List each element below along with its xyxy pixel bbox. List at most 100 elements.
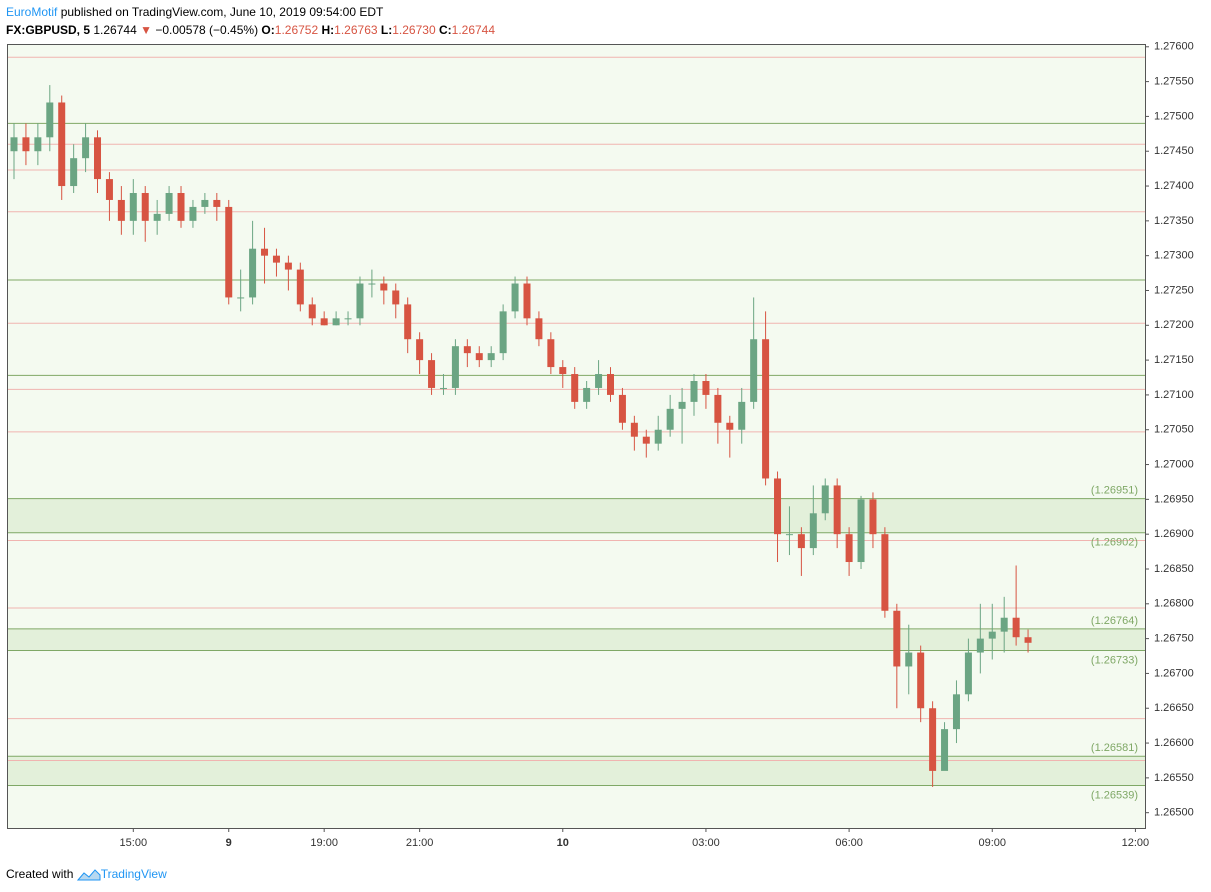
value: 1.26763	[334, 23, 378, 37]
label: C:	[438, 23, 452, 37]
candle-body	[857, 499, 865, 563]
y-tick-label: 1.26600	[1154, 737, 1194, 749]
candle-body	[463, 346, 471, 354]
candle-body	[905, 652, 913, 667]
candle-body	[320, 318, 328, 326]
candle-body	[153, 213, 161, 221]
logo	[76, 869, 101, 881]
candle-body	[642, 436, 650, 444]
level-label: (1.26902)	[1091, 537, 1138, 549]
brand[interactable]: TradingView	[100, 867, 167, 881]
candle-body	[225, 206, 233, 298]
candle-body	[511, 283, 519, 312]
header-line: EuroMotif published on TradingView.com, …	[6, 5, 383, 19]
candle-body	[332, 318, 340, 326]
candle-body	[917, 652, 925, 709]
value: 1.26752	[274, 23, 319, 37]
x-tick-label: 10	[557, 837, 569, 849]
candle-body	[654, 429, 662, 444]
y-tick-label: 1.27350	[1154, 215, 1194, 227]
candle-body	[22, 137, 30, 152]
y-tick-label: 1.26500	[1154, 807, 1194, 819]
arrow: ▼	[140, 23, 152, 37]
candle-body	[869, 499, 877, 535]
candle-body	[571, 374, 579, 402]
candle-body	[535, 318, 543, 340]
candle-body	[893, 610, 901, 667]
candle-body	[416, 339, 424, 361]
y-tick-label: 1.27250	[1154, 284, 1194, 296]
candle-body	[678, 401, 686, 409]
candle-body	[380, 283, 388, 291]
candle-body	[845, 534, 853, 563]
candle-body	[821, 485, 829, 514]
value: 1.26730	[392, 23, 436, 37]
label: L:	[380, 23, 393, 37]
candle-body	[165, 193, 173, 214]
candle-body	[809, 513, 817, 549]
y-tick-label: 1.26850	[1154, 563, 1194, 575]
y-tick-label: 1.27200	[1154, 319, 1194, 331]
candle-body	[261, 248, 269, 256]
x-tick-label: 15:00	[120, 837, 148, 849]
x-tick-label: 03:00	[692, 837, 720, 849]
y-tick-label: 1.27150	[1154, 354, 1194, 366]
candle-body	[1000, 617, 1008, 632]
candle-body	[117, 199, 125, 221]
candle-body	[583, 387, 591, 402]
symbol: FX:GBPUSD, 5	[6, 23, 91, 37]
chart: (1.26951) (1.26902) (1.26764) (1.26733) (1.2…	[7, 41, 1194, 849]
candle-body	[523, 283, 531, 319]
candle-body	[296, 269, 304, 305]
candle-body	[1024, 637, 1032, 643]
created: Created with	[6, 867, 74, 881]
candle-body	[833, 485, 841, 535]
last: 1.26744	[93, 23, 137, 37]
candle-body	[308, 304, 316, 319]
level-label: (1.26581)	[1091, 742, 1138, 754]
value: 1.26744	[451, 23, 496, 37]
candle-body	[368, 283, 376, 285]
plot-area	[7, 44, 1146, 829]
candle-body	[774, 478, 782, 535]
candle-body	[249, 248, 257, 298]
candle-body	[428, 360, 436, 388]
author[interactable]: EuroMotif	[6, 5, 58, 19]
candle-body	[201, 199, 209, 207]
candle-body	[105, 179, 113, 200]
candle-body	[10, 137, 18, 152]
candle-body	[189, 206, 197, 221]
candle-body	[690, 380, 698, 402]
candle-body	[952, 694, 960, 730]
y-tick-label: 1.27300	[1154, 250, 1194, 262]
x-tick-label: 9	[226, 837, 232, 849]
candle-body	[70, 158, 78, 187]
candle-body	[141, 193, 149, 221]
candle-body	[284, 262, 292, 270]
y-tick-label: 1.27400	[1154, 180, 1194, 192]
candle-body	[213, 199, 221, 207]
candle-body	[34, 137, 42, 152]
candle-body	[559, 367, 567, 375]
candle-body	[750, 339, 758, 402]
published: published on TradingView.com, June 10, 2…	[60, 5, 384, 19]
zone	[8, 756, 1145, 786]
y-tick-label: 1.27050	[1154, 424, 1194, 436]
footer: Created with TradingView	[6, 867, 167, 882]
candle-body	[964, 652, 972, 695]
candle-body	[237, 297, 245, 299]
y-tick-label: 1.26750	[1154, 633, 1194, 645]
candle-body	[702, 380, 710, 395]
x-tick-label: 21:00	[406, 837, 434, 849]
y-tick-label: 1.26900	[1154, 528, 1194, 540]
candle-body	[738, 401, 746, 430]
header-ohlc: FX:GBPUSD, 5 1.26744 ▼ −0.00578 (−0.45%)…	[6, 23, 495, 37]
x-tick-label: 12:00	[1122, 837, 1150, 849]
y-tick-label: 1.26550	[1154, 772, 1194, 784]
y-tick-label: 1.27600	[1154, 41, 1194, 53]
level-label: (1.26733)	[1091, 654, 1138, 666]
candle-body	[451, 346, 459, 388]
y-tick-label: 1.27000	[1154, 458, 1194, 470]
label: O:	[261, 23, 275, 37]
